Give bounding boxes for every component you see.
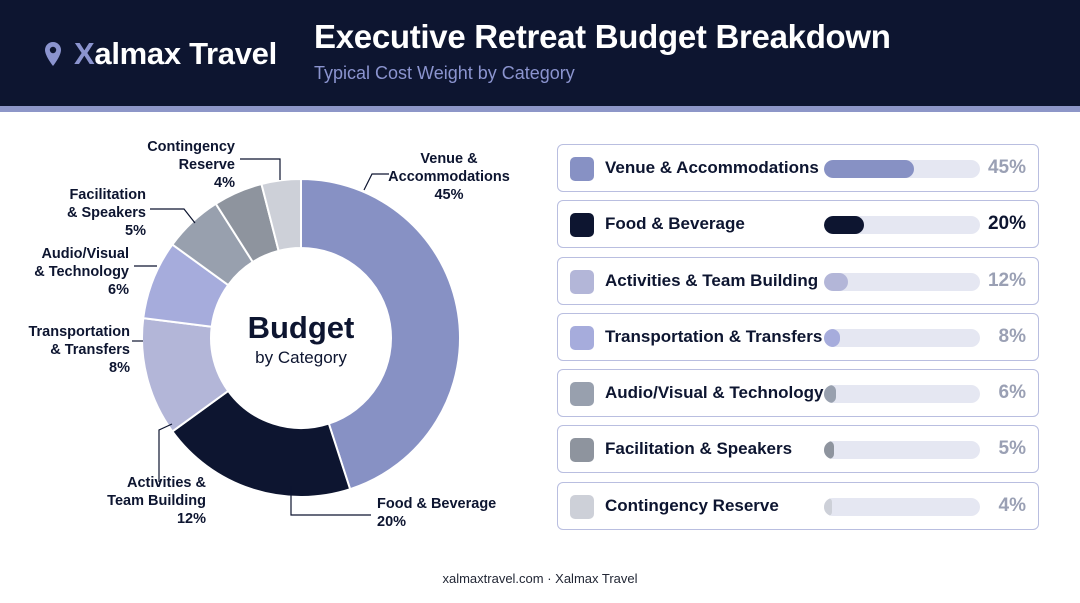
progress-track [824, 272, 980, 291]
slice-label-line: Activities & [127, 475, 206, 491]
slice-label-line: Contingency [147, 139, 235, 155]
category-swatch [570, 269, 594, 294]
slice-label-line: Reserve [179, 157, 235, 173]
category-list: Venue & Accommodations 45% Food & Beverage… [557, 144, 1039, 538]
slice-label-line: Team Building [107, 493, 206, 509]
location-pin-icon [45, 42, 61, 66]
slice-label-line: 8% [109, 360, 130, 376]
slice-label-line: 4% [214, 175, 235, 191]
leader-line-activities-team-building [158, 423, 173, 482]
category-swatch [570, 438, 594, 463]
slice-label-line: & Speakers [67, 205, 146, 221]
progress-track [824, 441, 980, 460]
category-label: Audio/Visual & Technology [605, 383, 824, 403]
progress-fill [824, 385, 836, 404]
progress-fill [824, 160, 914, 178]
progress-track [824, 328, 980, 347]
category-label: Activities & Team Building [605, 270, 819, 290]
chart-center-subtitle: by Category [255, 348, 347, 367]
brand-name: Xalmax Travel [74, 36, 277, 72]
leader-line-food-beverage [290, 486, 371, 516]
leader-line-contingency-reserve [240, 158, 281, 180]
brand-initial: X [74, 36, 95, 71]
slice-label-audio-visual-technology: Audio/Visual & Technology 6% [34, 246, 129, 298]
category-row-activities-team-building: Activities & Team Building 12% [557, 256, 1039, 305]
progress-track [824, 497, 980, 516]
donut-chart: Venue & Accommodations 45% Food & Beverage 2… [0, 112, 540, 562]
progress-track [824, 216, 980, 235]
footer-credit: xalmaxtravel.com · Xalmax Travel [442, 571, 638, 586]
leader-line-venue-accommodations [363, 173, 389, 191]
brand-name-rest: almax Travel [94, 36, 277, 71]
category-label: Food & Beverage [605, 214, 745, 234]
donut-slice-venue-accommodations [300, 177, 461, 491]
progress-fill [824, 497, 832, 516]
slice-label-activities-team-building: Activities & Team Building 12% [107, 475, 206, 527]
category-label: Venue & Accommodations [605, 158, 819, 177]
leader-line-facilitation-speakers [150, 208, 196, 224]
category-swatch [570, 213, 594, 238]
category-percent: 6% [998, 382, 1026, 404]
page-title: Executive Retreat Budget Breakdown [314, 18, 891, 55]
slice-label-line: Accommodations [388, 169, 510, 185]
progress-track [824, 385, 980, 404]
slice-label-line: Food & Beverage [377, 496, 496, 512]
donut-slice-contingency-reserve [260, 177, 302, 253]
donut-chart-svg: Venue & Accommodations 45% Food & Beverage 2… [28, 139, 510, 530]
category-percent: 12% [987, 269, 1026, 291]
slice-label-line: 6% [108, 282, 129, 298]
chart-center-title: Budget [248, 310, 355, 345]
category-percent: 45% [987, 157, 1026, 178]
slice-label-line: 5% [125, 223, 146, 239]
progress-fill [824, 216, 864, 235]
category-label: Facilitation & Speakers [605, 439, 793, 459]
category-label: Transportation & Transfers [605, 326, 823, 346]
slice-label-line: Audio/Visual [41, 246, 129, 262]
progress-fill [824, 272, 848, 291]
page-subtitle: Typical Cost Weight by Category [314, 63, 575, 83]
slice-label-venue-accommodations: Venue & Accommodations 45% [388, 151, 510, 203]
category-label: Contingency Reserve [605, 495, 779, 515]
category-row-contingency-reserve: Contingency Reserve 4% [557, 481, 1039, 530]
category-row-food-beverage: Food & Beverage 20% [557, 200, 1039, 249]
brand-logo: Xalmax Travel [44, 34, 277, 74]
category-percent: 8% [998, 325, 1026, 347]
slice-label-transportation-transfers: Transportation & Transfers 8% [28, 324, 130, 376]
category-row-venue-accommodations: Venue & Accommodations 45% [557, 144, 1039, 192]
slice-label-line: Venue & [420, 151, 478, 167]
category-percent: 4% [998, 494, 1026, 516]
slice-label-food-beverage: Food & Beverage 20% [377, 496, 496, 530]
category-percent: 20% [987, 213, 1026, 235]
progress-fill [824, 328, 840, 347]
category-swatch [570, 157, 594, 181]
progress-track [824, 160, 980, 178]
category-swatch [570, 494, 594, 519]
slice-label-facilitation-speakers: Facilitation & Speakers 5% [67, 187, 146, 239]
category-row-audio-visual-technology: Audio/Visual & Technology 6% [557, 369, 1039, 418]
category-swatch [570, 382, 594, 407]
category-swatch [570, 325, 594, 350]
header-bar: Xalmax Travel Executive Retreat Budget B… [0, 0, 1080, 106]
slice-label-line: 12% [177, 511, 206, 527]
slice-label-line: Transportation [28, 324, 130, 340]
header-divider [0, 106, 1080, 112]
slice-label-contingency-reserve: Contingency Reserve 4% [147, 139, 235, 191]
category-row-facilitation-speakers: Facilitation & Speakers 5% [557, 425, 1039, 474]
category-row-transportation-transfers: Transportation & Transfers 8% [557, 312, 1039, 361]
progress-fill [824, 441, 834, 460]
category-percent: 5% [998, 438, 1026, 460]
slice-label-line: & Transfers [50, 342, 130, 358]
slice-label-line: & Technology [34, 264, 129, 280]
donut-slice-food-beverage [170, 389, 352, 498]
slice-label-line: Facilitation [69, 187, 146, 203]
slice-label-line: 20% [377, 514, 406, 530]
slice-label-line: 45% [434, 187, 463, 203]
